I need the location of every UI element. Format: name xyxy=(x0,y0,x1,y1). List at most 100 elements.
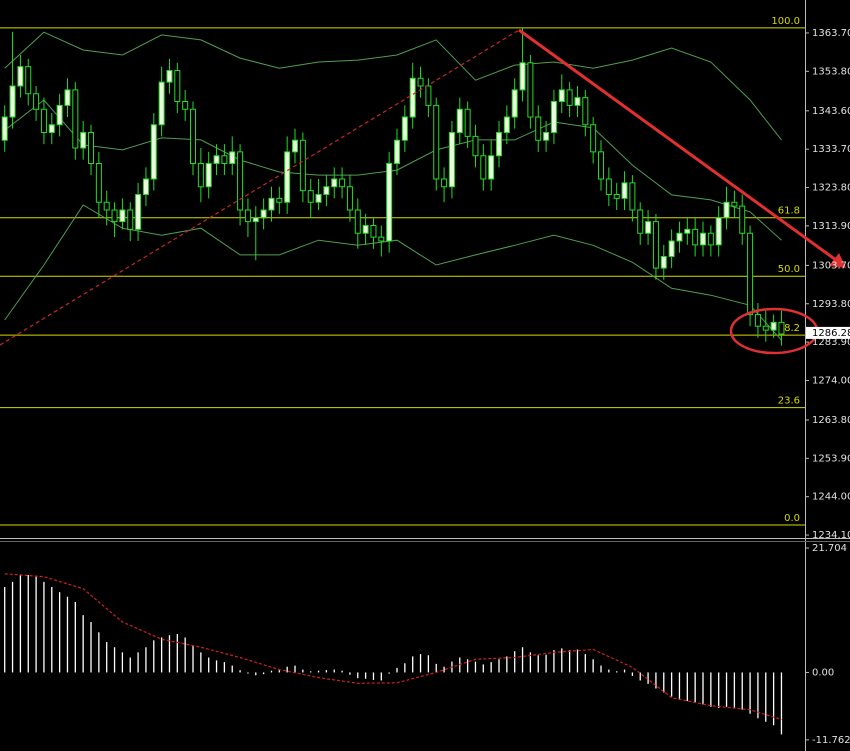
candle-body xyxy=(668,240,675,257)
band-lower xyxy=(4,204,782,341)
candle-body xyxy=(9,85,16,118)
candle-body xyxy=(739,205,746,234)
candle-body xyxy=(72,89,79,149)
y-tick-label: 1263.80 xyxy=(812,415,850,426)
y-tick-label: 1333.70 xyxy=(812,144,850,155)
candle-body xyxy=(111,209,118,223)
candle-body xyxy=(135,193,142,230)
candle-body xyxy=(480,155,487,180)
candle-body xyxy=(307,190,314,203)
candle-body xyxy=(550,101,557,134)
candle-body xyxy=(558,89,565,103)
candle-body xyxy=(260,209,267,219)
candle-body xyxy=(190,108,197,165)
axis-layer: 1363.70 1353.80 1343.60 1333.70 1323.80 1313.… xyxy=(805,28,850,746)
candle-body xyxy=(1,116,8,141)
fib-level-label: 100.0 xyxy=(771,16,800,27)
candle-body xyxy=(221,155,228,165)
candle-body xyxy=(174,70,181,103)
candle-body xyxy=(197,163,204,188)
candle-body xyxy=(488,155,495,180)
candle-body xyxy=(715,217,722,246)
candle-body xyxy=(566,89,573,106)
signal-line xyxy=(4,573,782,721)
candle-body xyxy=(582,97,589,126)
candle-body xyxy=(747,232,754,316)
candle-body xyxy=(723,201,730,219)
fib-level-label: 50.0 xyxy=(778,264,800,275)
candle-body xyxy=(40,108,47,134)
candle-body xyxy=(284,151,291,203)
band-upper xyxy=(4,31,782,141)
y-tick-label: 1353.80 xyxy=(812,66,850,77)
candle-body xyxy=(527,62,534,118)
candle-body xyxy=(88,132,95,165)
fib-level-label: 38.2 xyxy=(778,323,800,334)
candle-body xyxy=(660,255,667,269)
candle-body xyxy=(268,197,275,211)
candle-body xyxy=(213,155,220,165)
candle-body xyxy=(754,314,761,327)
y-tick-label: 1343.60 xyxy=(812,106,850,117)
candle-body xyxy=(166,70,173,83)
candle-body xyxy=(621,182,628,199)
candle-body xyxy=(590,124,597,153)
candle-body xyxy=(331,178,338,188)
candle-body xyxy=(684,228,691,234)
y-tick-label: 1274.00 xyxy=(812,375,850,386)
candle-body xyxy=(252,217,259,223)
trend-line xyxy=(518,28,837,262)
grid-layer: 100.0 61.8 50.0 38.2 23.6 0.0 xyxy=(0,16,805,526)
candle-body xyxy=(103,201,110,211)
candle-body xyxy=(425,85,432,106)
trend-line-dashed xyxy=(0,29,520,346)
candle-body xyxy=(56,104,63,126)
candle-body xyxy=(629,182,636,211)
candle-body xyxy=(464,108,471,137)
candle-body xyxy=(48,124,55,134)
candle-body xyxy=(496,132,503,157)
candle-body xyxy=(33,93,40,110)
candle-body xyxy=(519,62,526,91)
candle-body xyxy=(362,224,369,234)
y-tick-label: 1313.90 xyxy=(812,221,850,232)
candle-body xyxy=(158,81,165,126)
candle-body xyxy=(292,139,299,153)
candle-body xyxy=(127,209,134,230)
candle-body xyxy=(676,232,683,242)
y-tick-label: 1244.00 xyxy=(812,492,850,503)
candle-body xyxy=(401,116,408,141)
candle-body xyxy=(205,163,212,188)
fib-level-label: 0.0 xyxy=(784,513,800,524)
candle-body xyxy=(417,77,424,87)
candle-body xyxy=(370,224,377,238)
candle-body xyxy=(244,209,251,223)
y-tick-label: 1283.90 xyxy=(812,337,850,348)
candle-body xyxy=(17,66,24,87)
candle-body xyxy=(511,89,518,118)
candle-body xyxy=(692,228,699,246)
candle-body xyxy=(276,197,283,203)
candle-body xyxy=(182,101,189,110)
candle-body xyxy=(433,104,440,180)
candle-body xyxy=(605,178,612,195)
y-tick-label: 21.704 xyxy=(812,543,847,554)
candle-body xyxy=(95,163,102,203)
candle-body xyxy=(142,178,149,195)
candle-body xyxy=(456,108,463,134)
y-tick-label: 1253.90 xyxy=(812,453,850,464)
candle-body xyxy=(503,116,510,134)
candle-body xyxy=(394,139,401,165)
fib-level-label: 61.8 xyxy=(778,206,800,217)
last-price-label: 1286.28 xyxy=(812,328,850,339)
candle-body xyxy=(448,132,455,188)
y-tick-label: 1293.80 xyxy=(812,299,850,310)
candle-body xyxy=(613,193,620,199)
y-tick-label: 1234.10 xyxy=(812,530,850,541)
y-tick-label: -11.762 xyxy=(812,735,850,746)
candle-body xyxy=(731,201,738,207)
candle-body xyxy=(535,116,542,141)
candle-body xyxy=(354,209,361,234)
